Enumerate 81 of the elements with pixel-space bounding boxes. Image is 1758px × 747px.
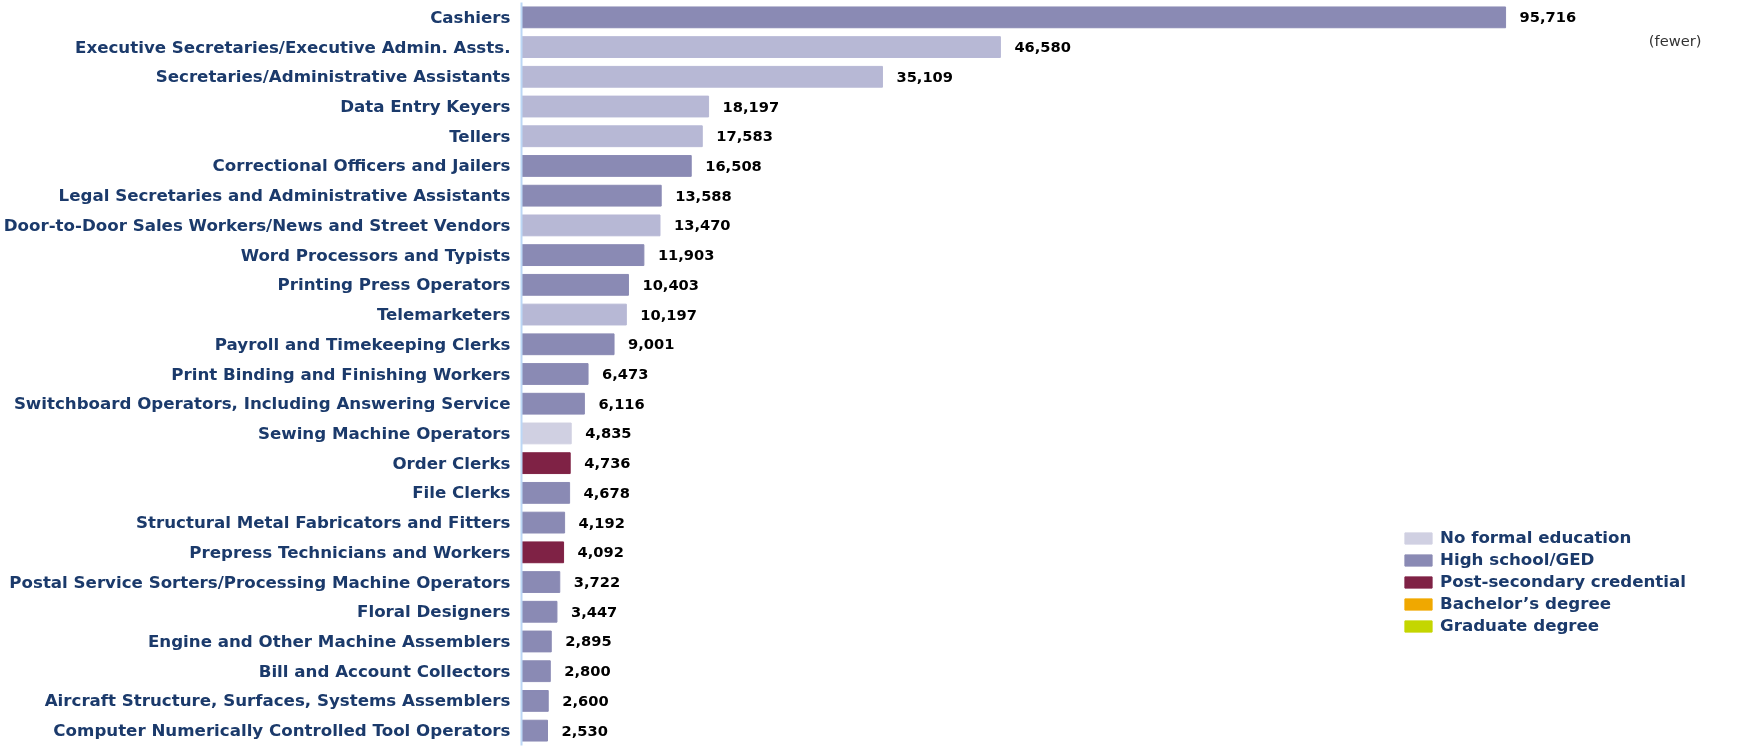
y-tick-label: Prepress Technicians and Workers [189, 542, 511, 562]
data-label: 6,116 [598, 394, 645, 412]
bar [521, 184, 662, 207]
data-label: 13,588 [675, 186, 732, 204]
data-label: 11,903 [657, 246, 715, 264]
legend-label: Post-secondary credential [1440, 572, 1686, 591]
data-label: 2,800 [564, 662, 611, 680]
data-label: 4,835 [585, 424, 632, 442]
data-label: 2,600 [562, 691, 609, 709]
y-tick-label: Secretaries/Administrative Assistants [155, 67, 511, 87]
bar [521, 630, 552, 653]
y-tick-label: Door-to-Door Sales Workers/News and Street Vendors [3, 215, 511, 235]
bar [521, 333, 615, 356]
data-label: 10,403 [642, 275, 700, 293]
data-label: 4,092 [577, 543, 624, 561]
bar [521, 571, 561, 593]
y-tick-label: Telemarketers [376, 305, 511, 325]
bar [521, 392, 585, 415]
bar [521, 363, 589, 385]
bar [521, 660, 551, 683]
y-tick-label: Engine and Other Machine Assemblers [147, 631, 511, 651]
y-tick-label: Computer Numerically Controlled Tool Operators [53, 721, 511, 741]
bar [521, 95, 710, 118]
legend-label: High school/GED [1440, 550, 1595, 569]
data-label: 10,197 [640, 305, 697, 323]
bar [521, 6, 1507, 29]
y-tick-label: File Clerks [412, 483, 511, 503]
y-tick-label: Postal Service Sorters/Processing Machine Operators [9, 572, 511, 592]
data-label: 6,473 [602, 365, 649, 382]
data-label: 13,470 [673, 216, 731, 234]
bar [521, 65, 883, 88]
y-tick-label: Floral Designers [357, 602, 511, 622]
data-label: 4,678 [583, 483, 630, 501]
bar [521, 273, 629, 296]
data-label: 3,447 [570, 602, 618, 620]
y-tick-label: Print Binding and Finishing Workers [171, 364, 511, 384]
bar [521, 452, 571, 475]
data-label: 95,716 [1519, 8, 1577, 26]
y-tick-label: Cashiers [430, 7, 511, 27]
bar [521, 481, 571, 504]
y-tick-label: Data Entry Keyers [340, 97, 511, 117]
bar [521, 303, 627, 326]
data-label: 2,530 [561, 721, 608, 739]
bar [521, 690, 549, 712]
data-label: 35,109 [896, 67, 954, 85]
y-tick-label: Structural Metal Fabricators and Fitters [136, 513, 511, 533]
bar [521, 214, 661, 237]
legend-label: No formal education [1440, 528, 1632, 547]
y-tick-label: Legal Secretaries and Administrative Assistants [58, 186, 511, 206]
data-label: 9,001 [628, 335, 675, 353]
data-label: 17,583 [716, 127, 773, 145]
y-tick-label: Word Processors and Typists [240, 245, 511, 265]
y-tick-label: Bill and Account Collectors [258, 661, 511, 681]
y-tick-label: Correctional Officers and Jailers [212, 156, 511, 176]
data-label: 18,197 [722, 97, 780, 115]
data-label: 16,508 [705, 156, 762, 174]
y-tick-label: Printing Press Operators [277, 275, 511, 295]
bar [521, 600, 558, 623]
bar [521, 422, 572, 445]
y-tick-label: Tellers [449, 126, 511, 146]
bar [521, 155, 692, 177]
y-tick-label: Sewing Machine Operators [257, 423, 511, 443]
data-label: 2,895 [565, 632, 612, 650]
data-label: 4,192 [578, 513, 625, 531]
y-tick-label: Order Clerks [392, 453, 511, 473]
y-tick-label: Payroll and Timekeeping Clerks [214, 334, 511, 354]
legend-label: Bachelor’s degree [1440, 594, 1612, 613]
text: (fewer) [1648, 31, 1702, 49]
y-tick-label: Switchboard Operators, Including Answering Service [13, 394, 511, 414]
data-label: 46,580 [1014, 38, 1071, 56]
bar [521, 125, 703, 148]
y-tick-label: Executive Secretaries/Executive Admin. Assts. [75, 37, 511, 57]
y-tick-label: Aircraft Structure, Surfaces, Systems Assemblers [44, 691, 511, 711]
bar [521, 541, 565, 564]
bar [521, 719, 549, 742]
bar [521, 244, 645, 267]
bar [521, 511, 566, 534]
data-label: 3,722 [573, 573, 621, 591]
legend-label: Graduate degree [1440, 616, 1600, 635]
data-label: 4,736 [584, 454, 631, 472]
bar [521, 36, 1001, 58]
